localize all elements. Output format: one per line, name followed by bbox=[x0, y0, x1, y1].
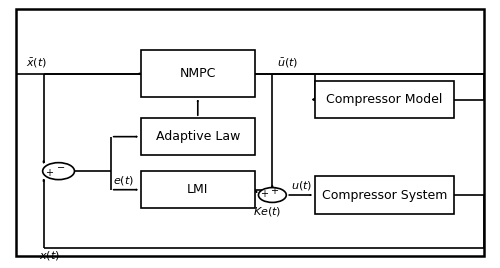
Text: Compressor System: Compressor System bbox=[322, 188, 447, 202]
Text: $e(t)$: $e(t)$ bbox=[114, 174, 134, 187]
Text: $-$: $-$ bbox=[56, 161, 66, 172]
FancyBboxPatch shape bbox=[140, 50, 255, 97]
Text: $u(t)$: $u(t)$ bbox=[292, 179, 312, 192]
Text: Compressor Model: Compressor Model bbox=[326, 93, 442, 106]
FancyBboxPatch shape bbox=[314, 81, 454, 118]
FancyBboxPatch shape bbox=[314, 176, 454, 214]
FancyBboxPatch shape bbox=[16, 9, 483, 256]
Text: $x(t)$: $x(t)$ bbox=[38, 249, 60, 262]
Text: NMPC: NMPC bbox=[180, 67, 216, 80]
Circle shape bbox=[258, 188, 286, 202]
Text: $\bar{x}(t)$: $\bar{x}(t)$ bbox=[26, 57, 48, 70]
Text: $\bar{u}(t)$: $\bar{u}(t)$ bbox=[278, 57, 298, 70]
Text: LMI: LMI bbox=[187, 183, 208, 196]
Text: $Ke(t)$: $Ke(t)$ bbox=[254, 205, 281, 218]
FancyBboxPatch shape bbox=[140, 171, 255, 208]
Text: $+$: $+$ bbox=[46, 167, 54, 178]
Text: $+$: $+$ bbox=[260, 188, 268, 199]
Text: $+$: $+$ bbox=[270, 185, 280, 196]
FancyBboxPatch shape bbox=[140, 118, 255, 155]
Text: Adaptive Law: Adaptive Law bbox=[156, 130, 240, 143]
Circle shape bbox=[42, 163, 74, 180]
